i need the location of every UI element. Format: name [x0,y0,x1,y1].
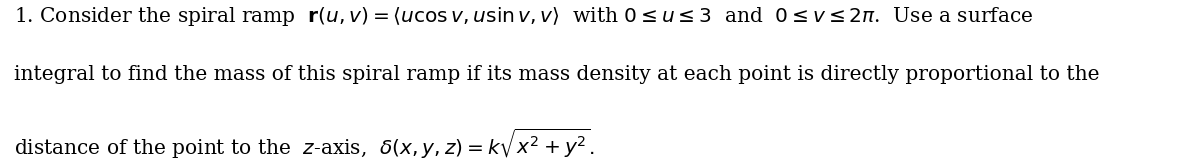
Text: 1. Consider the spiral ramp  $\mathbf{r}(u, v) = \langle u\cos v, u\sin v, v\ran: 1. Consider the spiral ramp $\mathbf{r}(… [14,5,1034,28]
Text: distance of the point to the  $z$-axis,  $\delta(x, y, z) = k\sqrt{x^2 + y^2}.$: distance of the point to the $z$-axis, $… [14,127,595,161]
Text: integral to find the mass of this spiral ramp if its mass density at each point : integral to find the mass of this spiral… [14,65,1100,84]
